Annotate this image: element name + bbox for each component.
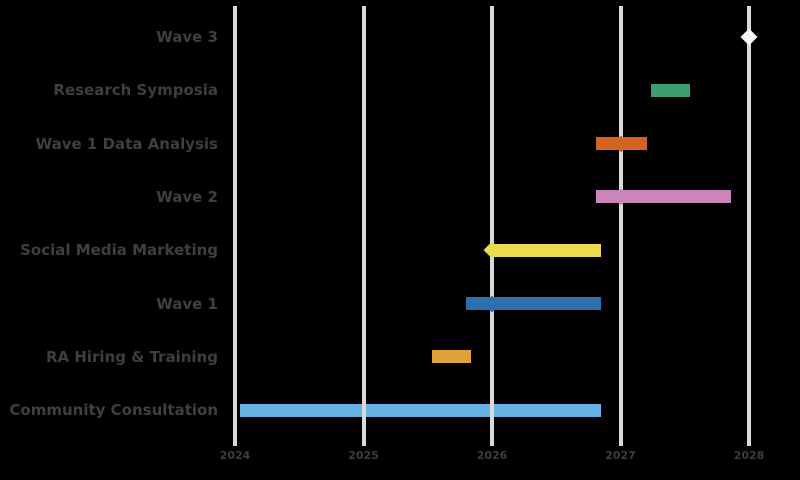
task-bar-social-media-marketing: [492, 243, 602, 257]
task-bar-wave-2: [596, 190, 731, 204]
task-label-social-media-marketing: Social Media Marketing: [20, 241, 218, 260]
x-tick-label-2024: 2024: [219, 449, 251, 462]
gridline-2024: [233, 6, 237, 446]
x-tick-label-2025: 2025: [348, 449, 379, 462]
gridline-2026: [490, 6, 494, 446]
task-bar-research-symposia: [651, 83, 690, 97]
task-label-wave-1: Wave 1: [156, 294, 218, 313]
task-label-wave-2: Wave 2: [156, 187, 218, 206]
gridline-2028: [747, 6, 751, 446]
x-tick-label-2028: 2028: [733, 449, 765, 462]
milestone-diamond-wave-3: [740, 28, 758, 46]
x-tick-label-2027: 2027: [605, 449, 636, 462]
task-bar-community-consultation: [240, 403, 602, 417]
task-label-wave-1-data-analysis: Wave 1 Data Analysis: [35, 134, 218, 153]
x-tick-label-2026: 2026: [476, 449, 508, 462]
gridline-2027: [618, 6, 623, 446]
task-label-research-symposia: Research Symposia: [53, 81, 218, 100]
task-label-community-consultation: Community Consultation: [9, 401, 218, 420]
gridline-2025: [361, 6, 366, 446]
task-bar-wave-1: [466, 297, 602, 310]
task-bar-ra-hiring-training: [431, 350, 472, 364]
task-label-ra-hiring-training: RA Hiring & Training: [45, 347, 218, 366]
task-label-wave-3: Wave 3: [156, 28, 218, 46]
